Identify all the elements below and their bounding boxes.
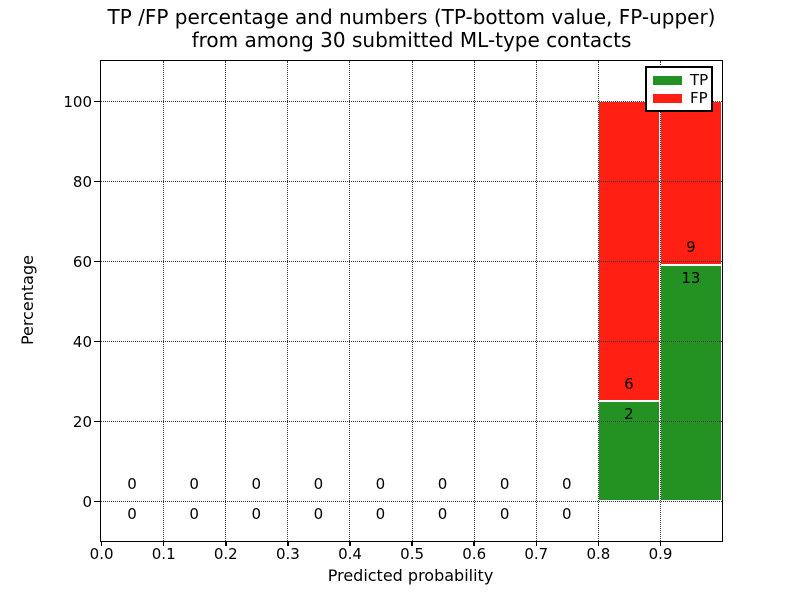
v-gridline — [411, 61, 413, 541]
x-tick-label: 0.9 — [648, 545, 673, 563]
plot-area: TP FP 0 0 0 0 0 0 0 0 0 0 0 0 0 0 0 0 6 2 9 13 — [100, 60, 723, 542]
x-tick — [349, 541, 351, 546]
x-tick — [225, 541, 227, 546]
tp-count-label: 2 — [624, 405, 634, 424]
x-tick — [535, 541, 538, 546]
x-axis-label: Predicted probability — [327, 566, 494, 585]
tp-count-label: 0 — [313, 505, 324, 524]
v-gridline — [225, 61, 227, 541]
legend-label-fp: FP — [690, 89, 708, 107]
y-tick-label: 20 — [72, 412, 92, 431]
y-tick-label: 40 — [72, 332, 92, 351]
x-tick-label: 0.2 — [213, 545, 238, 563]
y-tick — [94, 500, 100, 503]
fp-count-label: 9 — [686, 238, 696, 257]
fp-count-label: 6 — [624, 374, 634, 393]
x-tick-label: 0.6 — [462, 545, 487, 563]
y-tick — [94, 260, 100, 263]
v-gridline — [349, 61, 351, 541]
tp-count-label: 0 — [375, 505, 386, 524]
y-axis-label-wrap: Percentage — [18, 60, 37, 540]
tp-count-label: 0 — [189, 505, 199, 524]
x-tick — [597, 541, 600, 546]
chart-title-line2: from among 30 submitted ML-type contacts — [191, 28, 632, 52]
fp-count-label: 0 — [499, 474, 510, 493]
bar-fp-segment — [597, 101, 660, 401]
x-tick — [162, 541, 165, 546]
tp-count-label: 0 — [437, 505, 448, 524]
x-tick — [659, 541, 662, 546]
fp-count-label: 0 — [313, 474, 324, 493]
v-gridline — [597, 61, 599, 541]
bar-tp-segment — [659, 264, 722, 501]
y-tick — [94, 100, 100, 103]
x-tick-label: 0.4 — [338, 545, 362, 563]
chart-title-line1: TP /FP percentage and numbers (TP-bottom… — [107, 5, 716, 29]
fp-count-label: 0 — [375, 474, 386, 493]
tp-count-label: 0 — [561, 505, 572, 524]
legend-row-fp: FP — [653, 89, 708, 107]
v-gridline — [535, 61, 537, 541]
bar-tp-segment — [597, 401, 660, 501]
y-tick — [94, 180, 100, 183]
legend: TP FP — [645, 66, 713, 112]
v-gridline — [163, 61, 165, 541]
fp-count-label: 0 — [561, 474, 572, 493]
x-tick-label: 0.5 — [400, 545, 425, 563]
x-tick — [473, 541, 475, 546]
bar-fp-segment — [659, 101, 722, 265]
legend-label-tp: TP — [690, 71, 709, 89]
x-tick-label: 0.3 — [275, 545, 300, 563]
tp-count-label: 13 — [681, 268, 701, 287]
tp-color-swatch — [653, 75, 682, 85]
fp-count-label: 0 — [251, 474, 262, 493]
v-gridline — [659, 61, 661, 541]
y-tick — [94, 420, 100, 423]
y-tick-label: 60 — [72, 252, 92, 271]
fp-count-label: 0 — [127, 474, 137, 493]
x-tick-label: 0.0 — [89, 545, 114, 563]
x-tick-label: 0.8 — [586, 545, 611, 563]
fp-color-swatch — [653, 93, 682, 103]
y-tick-label: 0 — [82, 492, 92, 511]
tp-count-label: 0 — [251, 505, 262, 524]
x-tick — [100, 541, 103, 546]
y-tick — [94, 340, 100, 343]
legend-row-tp: TP — [653, 71, 709, 89]
x-tick — [287, 541, 289, 546]
v-gridline — [473, 61, 475, 541]
x-tick-label: 0.1 — [151, 545, 176, 563]
fp-count-label: 0 — [437, 474, 448, 493]
x-tick-label: 0.7 — [524, 545, 549, 563]
tp-count-label: 0 — [127, 505, 137, 524]
chart-title: TP /FP percentage and numbers (TP-bottom… — [100, 6, 723, 52]
fp-count-label: 0 — [189, 474, 199, 493]
y-tick-label: 100 — [63, 92, 92, 111]
v-gridline — [287, 61, 289, 541]
tp-count-label: 0 — [499, 505, 510, 524]
y-tick-label: 80 — [72, 172, 92, 191]
x-tick — [411, 541, 413, 546]
